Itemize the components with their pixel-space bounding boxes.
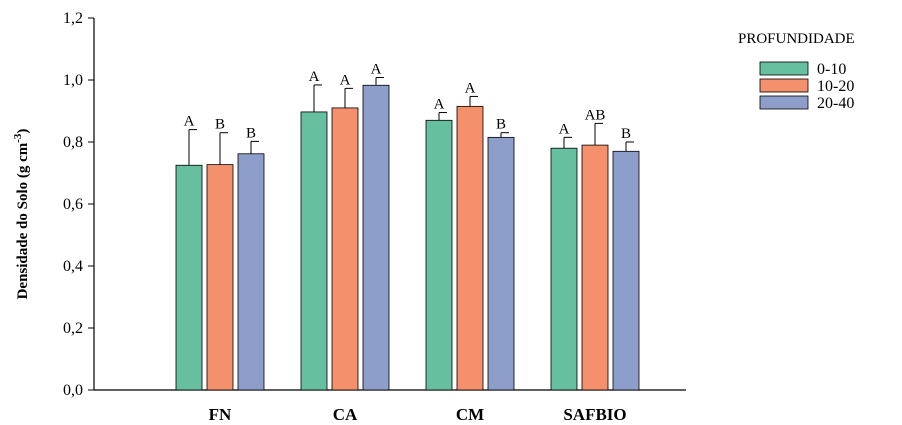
- significance-letter: B: [621, 126, 631, 142]
- bar: [612, 150, 640, 391]
- x-category-label: CM: [456, 405, 484, 424]
- bar: [425, 119, 453, 391]
- bar: [237, 153, 265, 391]
- significance-letter: B: [246, 125, 256, 141]
- legend-swatch: [759, 95, 809, 110]
- legend-label: 10-20: [817, 78, 854, 95]
- significance-letter: AB: [585, 107, 606, 123]
- legend-label: 20-40: [817, 95, 854, 112]
- y-axis-label-text: Densidade do Solo (g cm: [15, 142, 31, 299]
- significance-letter: A: [340, 72, 351, 88]
- x-category-label: SAFBIO: [563, 405, 626, 424]
- legend-swatch: [759, 61, 809, 76]
- legend-title: PROFUNDIDADE: [738, 31, 855, 47]
- significance-letter: A: [309, 69, 320, 85]
- bar: [175, 164, 203, 391]
- bar: [331, 107, 359, 391]
- significance-letter: B: [215, 117, 225, 133]
- significance-letter: A: [371, 62, 382, 78]
- y-axis-label-close: ): [15, 129, 31, 134]
- y-axis-label: Densidade do Solo (g cm-3): [12, 129, 31, 300]
- y-tick-label: 0,2: [63, 320, 83, 337]
- svg-text:Densidade do Solo (g cm-3): Densidade do Solo (g cm-3): [12, 129, 31, 300]
- bar: [300, 111, 328, 391]
- y-axis-label-superscript: -3: [12, 133, 24, 143]
- bar: [550, 147, 578, 391]
- significance-letter: A: [559, 121, 570, 137]
- significance-letter: B: [496, 117, 506, 133]
- bar: [206, 164, 234, 391]
- bar: [362, 84, 390, 391]
- y-tick-label: 1,2: [63, 10, 83, 27]
- significance-letter: A: [184, 114, 195, 130]
- bar: [487, 136, 515, 391]
- y-tick-label: 0,4: [63, 258, 83, 275]
- y-tick-label: 1,0: [63, 72, 83, 89]
- y-tick-label: 0,8: [63, 134, 83, 151]
- y-tick-label: 0,6: [63, 196, 83, 213]
- legend-swatch: [759, 78, 809, 93]
- y-tick-label: 0,0: [63, 382, 83, 399]
- significance-letter: A: [434, 97, 445, 113]
- significance-letter: A: [465, 80, 476, 96]
- bar: [581, 144, 609, 391]
- legend-label: 0-10: [817, 61, 846, 78]
- x-category-label: FN: [209, 405, 232, 424]
- x-category-label: CA: [333, 405, 358, 424]
- bar: [456, 105, 484, 391]
